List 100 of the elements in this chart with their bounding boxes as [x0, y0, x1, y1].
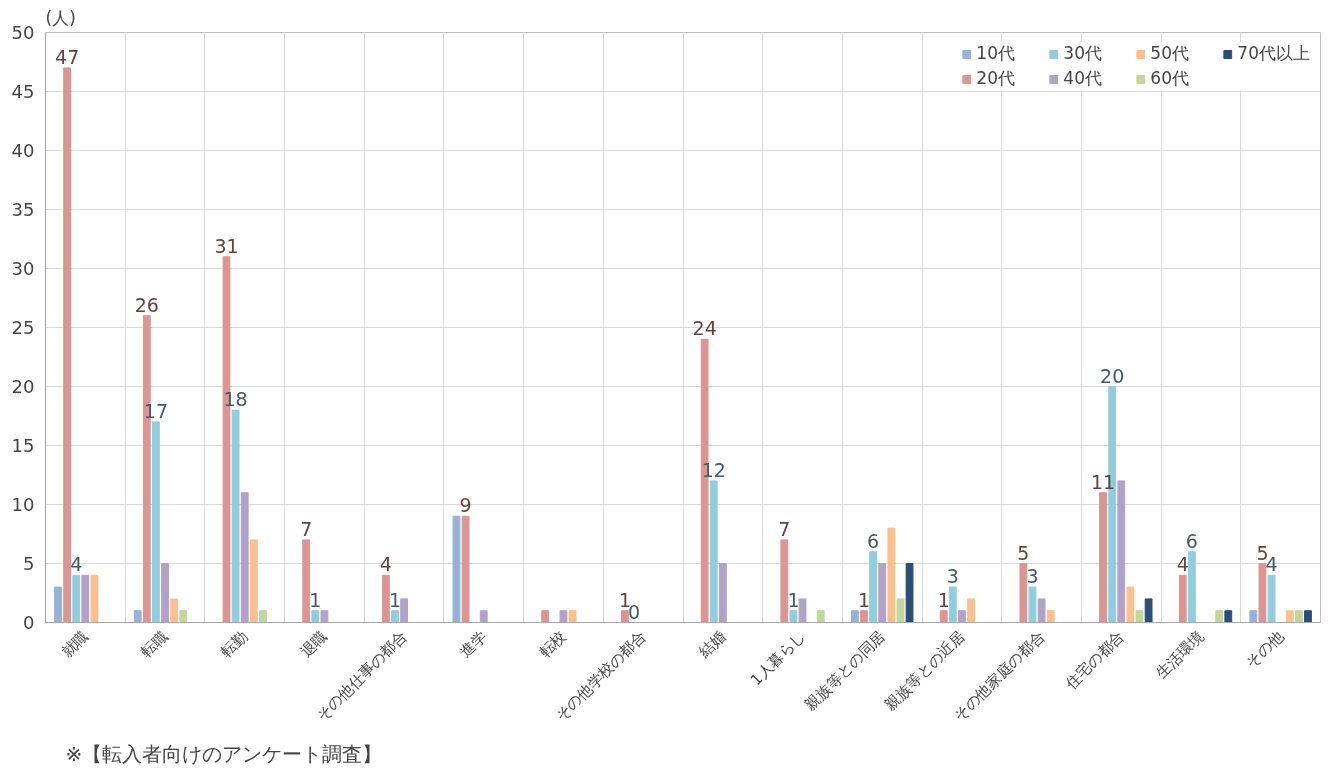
x-tick-label: 退職: [296, 627, 331, 662]
bar: [63, 67, 72, 623]
y-axis-title: (人): [45, 7, 76, 28]
bar: [452, 515, 461, 623]
x-tick-label: 進学: [456, 627, 491, 662]
y-tick-label: 0: [23, 612, 35, 633]
x-tick-label: 結婚: [694, 627, 730, 662]
y-tick-label: 30: [11, 258, 35, 279]
legend-label: 70代以上: [1237, 42, 1310, 65]
bar: [311, 610, 320, 623]
bar: [152, 421, 160, 623]
bar: [850, 610, 859, 623]
legend-label: 40代: [1063, 67, 1103, 90]
data-label: 4: [1176, 553, 1189, 576]
bar: [1117, 480, 1126, 623]
bar: [967, 598, 975, 623]
bar: [780, 539, 789, 623]
bar: [1187, 551, 1196, 623]
data-label: 1: [937, 588, 950, 611]
data-label: 20: [1100, 364, 1125, 387]
data-label: 5: [1256, 541, 1269, 564]
bar: [81, 574, 90, 623]
bar: [568, 610, 577, 623]
x-tick-label: 転校: [535, 627, 570, 662]
bar: [948, 586, 957, 623]
bar: [887, 527, 896, 623]
bar: [709, 480, 718, 623]
bar: [541, 610, 550, 623]
data-label: 7: [778, 517, 791, 540]
y-tick-label: 20: [11, 376, 35, 397]
data-label: 31: [214, 234, 239, 257]
bar: [54, 586, 62, 623]
bar: [461, 515, 470, 623]
bar: [896, 598, 905, 623]
bar: [1037, 598, 1046, 623]
bar: [1249, 610, 1258, 623]
bar: [1135, 610, 1144, 623]
bar: [1294, 610, 1303, 623]
y-tick-label: 35: [11, 199, 35, 220]
x-tick-label: その他: [1242, 627, 1288, 672]
bar: [559, 610, 568, 623]
bar: [400, 598, 409, 623]
data-label: 5: [1017, 541, 1030, 564]
bar: [1215, 610, 1224, 623]
y-tick-label: 50: [11, 22, 35, 43]
bar: [1267, 574, 1276, 623]
bar: [1224, 610, 1233, 623]
data-label: 1: [309, 588, 322, 611]
bar: [1178, 574, 1187, 623]
bar: [816, 610, 825, 623]
bar: [231, 409, 240, 623]
legend-label: 10代: [976, 42, 1016, 65]
bar: [718, 563, 727, 623]
legend-label: 50代: [1150, 42, 1190, 65]
bar: [1046, 610, 1055, 623]
bar: [860, 610, 868, 623]
bar: [161, 563, 169, 623]
y-tick-label: 5: [23, 553, 35, 574]
data-label: 4: [70, 553, 83, 576]
bar: [179, 610, 188, 623]
bar: [1304, 610, 1312, 623]
bar: [479, 610, 488, 623]
bar: [249, 539, 258, 623]
bar: [72, 574, 81, 623]
bar: [1258, 563, 1267, 623]
data-label: 6: [1185, 529, 1198, 552]
bar: [240, 492, 249, 623]
legend-label: 30代: [1063, 42, 1103, 65]
bar: [905, 563, 914, 623]
bar: [789, 610, 798, 623]
data-label: 1: [857, 588, 871, 611]
bar: [133, 610, 142, 623]
data-label: 26: [134, 293, 159, 316]
x-tick-label: 生活環境: [1152, 627, 1208, 683]
x-tick-label: 住宅の都合: [1061, 627, 1128, 694]
bar: [259, 610, 267, 623]
bar: [90, 574, 99, 623]
legend-label: 60代: [1150, 67, 1190, 90]
data-label: 1: [388, 588, 402, 611]
x-tick-label: 転職: [137, 627, 172, 662]
bar: [391, 610, 399, 623]
bar: [1028, 586, 1037, 623]
data-label: 7: [300, 517, 313, 540]
data-label: 24: [692, 317, 717, 340]
y-tick-label: 40: [11, 140, 35, 161]
bar: [878, 563, 887, 623]
text: ※【転入者向けのアンケート調査】: [65, 741, 383, 766]
data-label: 47: [55, 45, 80, 68]
y-tick-label: 15: [11, 435, 35, 456]
x-tick-label: 1人暮らし: [746, 627, 809, 690]
data-label: 6: [867, 529, 880, 552]
data-label: 4: [379, 553, 392, 576]
y-tick-label: 10: [11, 494, 35, 515]
data-label: 3: [946, 565, 959, 588]
data-label: 9: [459, 494, 472, 517]
bar: [1285, 610, 1294, 623]
bar: [939, 610, 948, 623]
bar: [320, 610, 329, 623]
bar: [1019, 563, 1028, 623]
x-tick-label: 転勤: [217, 627, 252, 662]
